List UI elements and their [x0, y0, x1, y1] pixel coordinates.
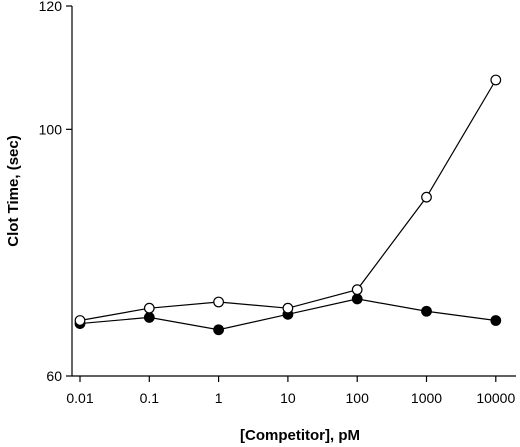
x-axis-title: [Competitor], pM	[240, 427, 360, 444]
x-tick-label: 1000	[411, 390, 442, 406]
series-2-point	[421, 305, 432, 317]
x-tick-label: 100	[346, 390, 370, 406]
series-2-point	[213, 324, 225, 336]
x-tick-label: 1	[215, 390, 223, 406]
series-1	[74, 74, 502, 326]
series-1-point	[143, 302, 155, 314]
y-tick-label: 120	[39, 0, 63, 14]
series-1-line	[79, 79, 497, 322]
series-2-point	[351, 293, 363, 305]
series-2-point	[490, 315, 502, 326]
x-ticks: 0.01 0.1 1 10 100 1000 10000	[66, 376, 515, 406]
y-tick-label: 100	[39, 121, 63, 137]
x-tick-label: 10000	[476, 390, 515, 406]
x-tick-label: 0.01	[66, 390, 93, 406]
axes	[71, 6, 516, 377]
series-1-point	[282, 302, 294, 314]
series-2	[74, 293, 502, 336]
series-1-point	[490, 74, 502, 86]
series-1-point	[74, 315, 86, 326]
y-tick-label: 60	[46, 368, 62, 384]
series-1-point	[351, 284, 363, 296]
y-axis-title: Clot Time, (sec)	[5, 135, 22, 246]
y-ticks: 60 100 120	[39, 0, 72, 384]
x-tick-label: 10	[280, 390, 296, 406]
x-tick-label: 0.1	[140, 390, 160, 406]
series-2-point	[143, 312, 155, 323]
series-layer	[74, 74, 502, 336]
series-1-point	[421, 191, 432, 203]
series-1-point	[213, 296, 225, 308]
